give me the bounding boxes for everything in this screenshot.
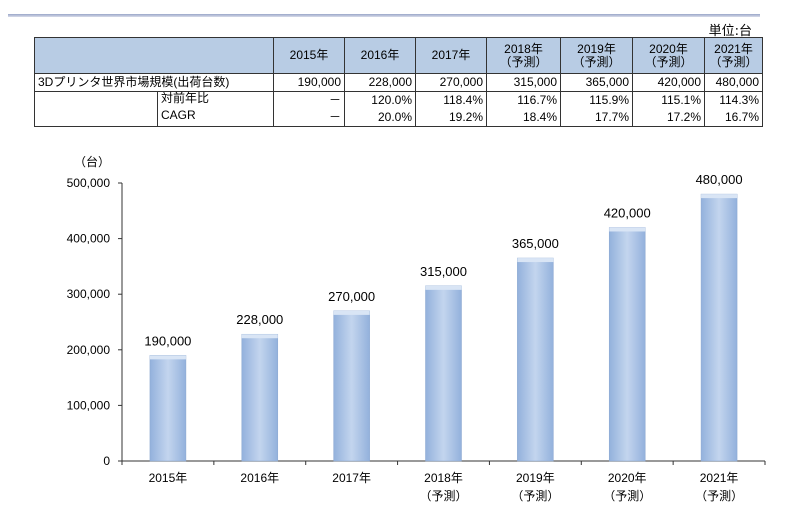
x-tick-label: 2015年 — [149, 471, 188, 485]
x-tick-label: 2021年 — [700, 471, 739, 485]
x-tick-label: 2018年 — [424, 471, 463, 485]
x-tick-label: （予測） — [695, 489, 743, 503]
bar-top — [241, 334, 278, 339]
row-label: 3Dプリンタ世界市場規模(出荷台数) — [34, 73, 274, 92]
column-header: 2015年 — [273, 37, 345, 74]
header-divider — [8, 14, 760, 17]
y-tick-label: 0 — [103, 454, 110, 468]
table-cell: 365,000 — [560, 73, 633, 92]
bar-value-label: 420,000 — [604, 205, 651, 220]
table-row: 3Dプリンタ世界市場規模(出荷台数) 190,000 228,000 270,000 3… — [34, 73, 763, 92]
y-axis-label: （台） — [74, 154, 110, 169]
table-row: CAGR － 20.0% 19.2% 18.4% 17.7% 17.2% 16.7% — [34, 109, 763, 127]
bar-top — [701, 194, 738, 199]
bar-value-label: 228,000 — [236, 312, 283, 327]
column-header: 2021年 （予測） — [704, 37, 763, 74]
table-cell: 270,000 — [415, 73, 487, 92]
bar-value-label: 315,000 — [420, 264, 467, 279]
row-label: 対前年比 — [34, 91, 274, 109]
bar-top — [517, 258, 554, 263]
x-tick-label: 2019年 — [516, 471, 555, 485]
bar-value-label: 480,000 — [696, 172, 743, 187]
bar-top — [425, 285, 462, 290]
bar — [241, 333, 279, 462]
bar-top — [149, 355, 186, 360]
table-cell: 19.2% — [415, 109, 487, 127]
column-header: 2020年 （予測） — [632, 37, 705, 74]
y-tick-label: 200,000 — [67, 343, 111, 357]
table-cell: 20.0% — [344, 109, 416, 127]
table-cell: 420,000 — [632, 73, 705, 92]
bar — [333, 310, 370, 462]
table-cell: 480,000 — [704, 73, 763, 92]
bar-top — [333, 310, 370, 315]
x-tick-label: 2017年 — [332, 471, 371, 485]
bar-top — [609, 227, 646, 232]
column-header: 2018年 （予測） — [486, 37, 561, 74]
column-header: 2017年 — [415, 37, 487, 74]
y-tick-label: 100,000 — [67, 398, 111, 412]
table-cell: 115.9% — [560, 91, 633, 109]
x-tick-label: （予測） — [603, 489, 651, 503]
x-tick-label: （予測） — [419, 489, 467, 503]
x-tick-label: （予測） — [511, 489, 559, 503]
table-cell: 114.3% — [704, 91, 763, 109]
bar-value-label: 190,000 — [144, 333, 191, 348]
table-cell: 16.7% — [704, 109, 763, 127]
x-tick-label: 2020年 — [608, 471, 647, 485]
table-cell: 18.4% — [486, 109, 561, 127]
x-tick-label: 2016年 — [240, 471, 279, 485]
bar — [700, 193, 738, 462]
row-label: CAGR — [34, 109, 274, 127]
table-cell: 120.0% — [344, 91, 416, 109]
y-tick-label: 300,000 — [67, 287, 111, 301]
table-cell: 115.1% — [632, 91, 705, 109]
table-cell: 228,000 — [344, 73, 416, 92]
bar-value-label: 270,000 — [328, 289, 375, 304]
table-row: 対前年比－ 120.0% 118.4% 116.7% 115.9% 115.1% 114.3… — [34, 91, 763, 109]
y-tick-label: 500,000 — [67, 176, 111, 190]
header-blank — [34, 37, 274, 74]
bar — [425, 285, 462, 462]
bar — [517, 257, 554, 462]
bar-value-label: 365,000 — [512, 236, 559, 251]
table-cell: 17.7% — [560, 109, 633, 127]
unit-label: 単位:台 — [708, 24, 752, 39]
market-size-table: 2015年 2016年 2017年 2018年 （予測） 2019年 （予測） 2020年 （予… — [34, 37, 763, 127]
bar — [149, 355, 187, 462]
table-cell: 116.7% — [486, 91, 561, 109]
y-tick-label: 400,000 — [67, 232, 111, 246]
bar — [608, 227, 646, 462]
